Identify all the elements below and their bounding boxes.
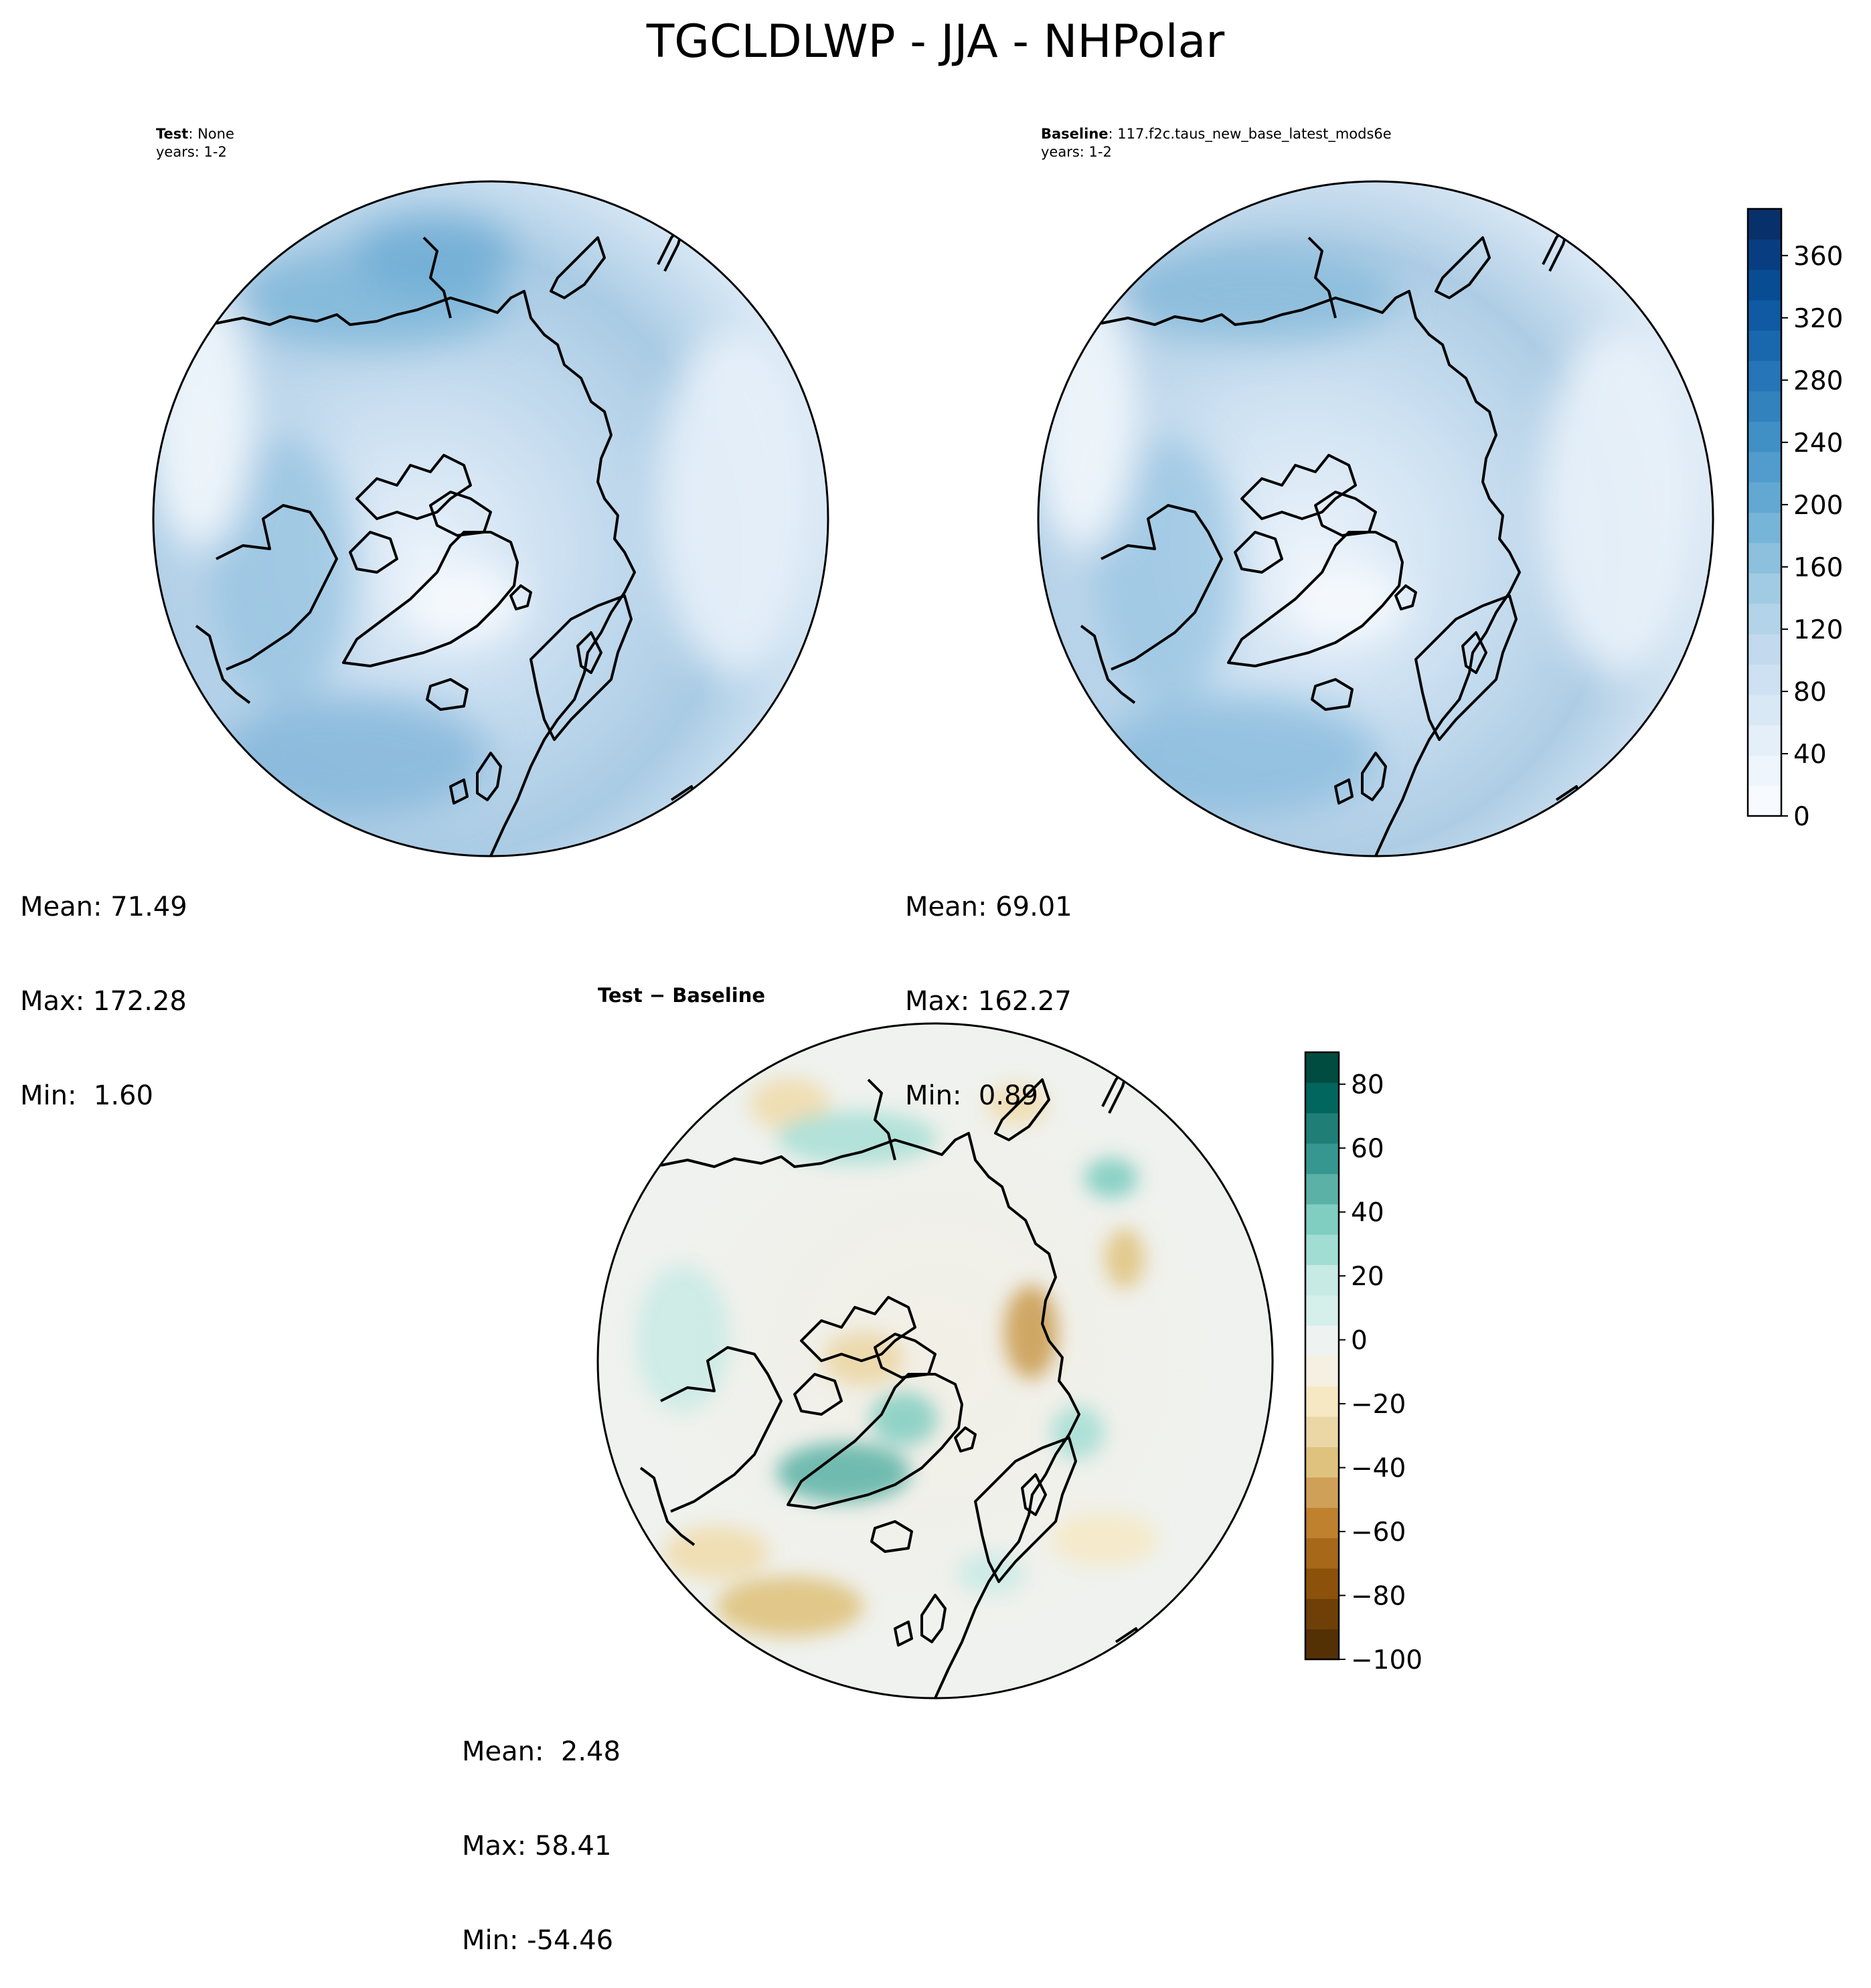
colorbar-main-segment (1748, 451, 1781, 483)
baseline-stats: Mean: 69.01 Max: 162.27 Min: 0.89 (905, 829, 1072, 1143)
colorbar-diff-tick-label: −100 (1351, 1645, 1422, 1675)
colorbar-main-tick-label: 40 (1793, 740, 1827, 770)
colorbar-main-segment (1748, 330, 1781, 361)
colorbar-diff-segment (1305, 1143, 1339, 1174)
diff-map (596, 1022, 1274, 1700)
colorbar-main-tick-label: 360 (1793, 242, 1843, 272)
test-label: Test (156, 126, 189, 142)
test-max: Max: 172.28 (20, 986, 187, 1017)
colorbar-main-segment (1748, 724, 1781, 756)
colorbar-diff: −100 −80 −60 −40 −20 0 20 40 60 80 (1304, 1051, 1422, 1675)
colorbar-diff-segment (1305, 1295, 1339, 1326)
colorbar-diff-tick-label: 80 (1351, 1070, 1384, 1100)
colorbar-main-tick-label: 80 (1793, 677, 1827, 708)
colorbar-diff-segment (1305, 1629, 1339, 1660)
colorbar-main-tick-label: 0 (1793, 802, 1810, 832)
diff-min: Min: -54.46 (462, 1925, 614, 1956)
colorbar-diff-tick-label: 60 (1351, 1134, 1384, 1164)
baseline-case-name: : 117.f2c.taus_new_base_latest_mods6e (1108, 126, 1392, 142)
colorbar-main-segment (1748, 755, 1781, 786)
colorbar-main-segment (1748, 269, 1781, 301)
colorbar-main-segment (1748, 482, 1781, 513)
colorbar-main-segment (1748, 512, 1781, 544)
colorbar-diff-segment (1305, 1538, 1339, 1569)
colorbar-main-segment (1748, 694, 1781, 726)
colorbar-diff-segment (1305, 1386, 1339, 1417)
colorbar-main-segment (1748, 664, 1781, 695)
test-panel-caption: Test: None years: 1-2 (156, 125, 234, 161)
colorbar-diff-segment (1305, 1264, 1339, 1296)
colorbar-main-segment (1748, 633, 1781, 665)
colorbar-diff-tick-label: 20 (1351, 1262, 1384, 1292)
colorbar-diff-segment (1305, 1112, 1339, 1144)
colorbar-main-segment (1748, 209, 1781, 240)
colorbar-main-segment (1748, 421, 1781, 452)
colorbar-diff-frame (1304, 1051, 1340, 1661)
colorbar-diff-segment (1305, 1355, 1339, 1387)
test-case-name: : None (188, 126, 234, 142)
colorbar-main-segment (1748, 785, 1781, 817)
colorbar-diff-tick-label: −20 (1351, 1390, 1406, 1420)
baseline-max: Max: 162.27 (905, 986, 1072, 1017)
colorbar-main-tick-label: 160 (1793, 553, 1843, 583)
colorbar-diff-segment (1305, 1416, 1339, 1448)
colorbar-diff-segment (1305, 1446, 1339, 1478)
colorbar-main-tick-label: 120 (1793, 615, 1843, 645)
colorbar-main-segment (1748, 573, 1781, 604)
colorbar-diff-segment (1305, 1234, 1339, 1265)
baseline-label: Baseline (1041, 126, 1109, 142)
colorbar-main-segment (1748, 391, 1781, 422)
colorbar-main-tick-label: 280 (1793, 366, 1843, 396)
colorbar-main-tick-label: 320 (1793, 304, 1843, 334)
colorbar-diff-tick-label: 40 (1351, 1198, 1384, 1228)
colorbar-diff-segment (1305, 1082, 1339, 1114)
colorbar-diff-segment (1305, 1325, 1339, 1356)
colorbar-main-tick-label: 200 (1793, 491, 1843, 521)
test-mean: Mean: 71.49 (20, 892, 187, 922)
colorbar-diff-segment (1305, 1507, 1339, 1539)
test-min: Min: 1.60 (20, 1080, 153, 1111)
colorbar-main-segment (1748, 300, 1781, 331)
colorbar-main-segment (1748, 360, 1781, 392)
colorbar-main-frame (1746, 208, 1783, 817)
baseline-years: years: 1-2 (1041, 144, 1112, 160)
colorbar-main-tick-label: 240 (1793, 428, 1843, 459)
test-map (152, 180, 829, 857)
page-title: TGCLDLWP - JJA - NHPolar (646, 15, 1225, 68)
colorbar-main-segment (1748, 542, 1781, 574)
diff-stats: Mean: 2.48 Max: 58.41 Min: -54.46 (462, 1673, 621, 1988)
test-stats: Mean: 71.49 Max: 172.28 Min: 1.60 (20, 829, 187, 1143)
colorbar-main: 0 40 80 120 160 200 240 280 320 360 (1746, 208, 1843, 832)
diff-max: Max: 58.41 (462, 1831, 612, 1861)
colorbar-diff-tick-label: 0 (1351, 1326, 1368, 1356)
baseline-map (1037, 180, 1714, 857)
diff-mean: Mean: 2.48 (462, 1736, 621, 1767)
colorbar-diff-segment (1305, 1173, 1339, 1205)
diff-panel-caption: Test − Baseline (598, 984, 766, 1007)
colorbar-diff-segment (1305, 1568, 1339, 1599)
colorbar-diff-segment (1305, 1598, 1339, 1630)
colorbar-diff-segment (1305, 1477, 1339, 1508)
baseline-panel-caption: Baseline: 117.f2c.taus_new_base_latest_m… (1041, 125, 1392, 161)
test-years: years: 1-2 (156, 144, 227, 160)
colorbar-diff-tick-label: −60 (1351, 1517, 1406, 1548)
colorbar-main-segment (1748, 239, 1781, 270)
colorbar-diff-segment (1305, 1204, 1339, 1235)
baseline-mean: Mean: 69.01 (905, 892, 1072, 922)
baseline-min: Min: 0.89 (905, 1080, 1038, 1111)
colorbar-diff-tick-label: −40 (1351, 1454, 1406, 1484)
colorbar-diff-segment (1305, 1052, 1339, 1083)
colorbar-main-segment (1748, 603, 1781, 635)
colorbar-diff-tick-label: −80 (1351, 1582, 1406, 1612)
